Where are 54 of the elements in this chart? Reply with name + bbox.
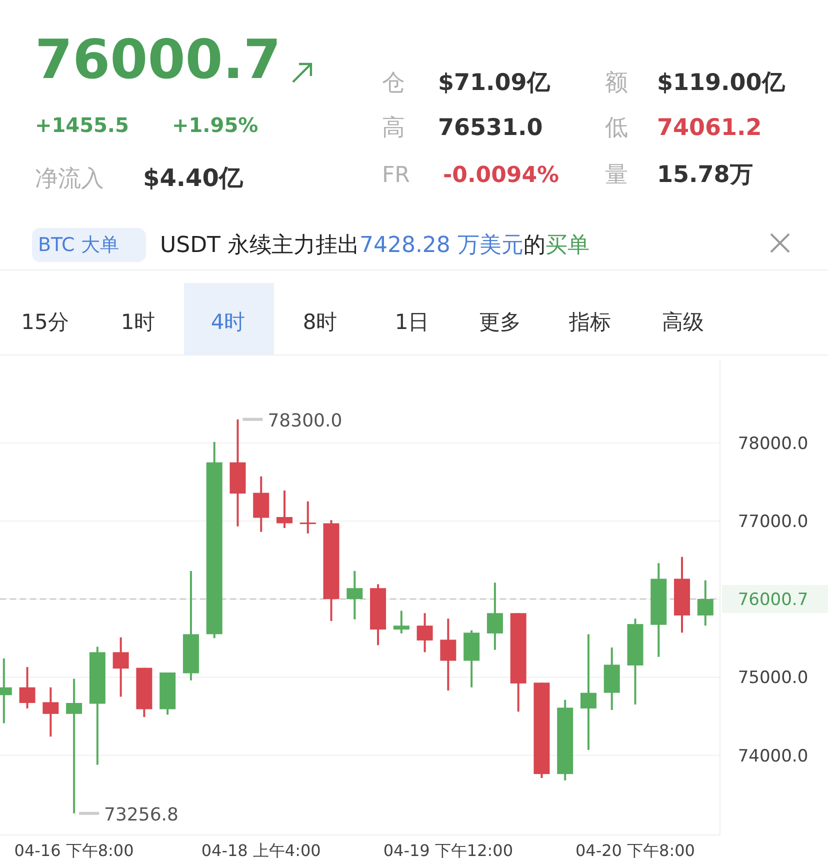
candlestick: [66, 678, 82, 814]
text: 15.78万: [657, 162, 753, 188]
text: 15分: [21, 310, 69, 334]
x-tick-label: 04-16 下午8:00: [14, 841, 134, 860]
x-tick-label: 04-20 下午8:00: [575, 841, 695, 860]
text: 4时: [210, 310, 246, 334]
text: $119.00亿: [657, 70, 786, 96]
candlestick: [580, 633, 596, 751]
text: +1.95%: [172, 113, 258, 137]
candlestick: [346, 570, 363, 620]
candlestick: [416, 612, 433, 654]
text: 1时: [120, 310, 156, 334]
text: 7428.28 万美元: [359, 233, 524, 258]
text: 额: [605, 70, 628, 96]
candlestick: [486, 582, 503, 651]
text: 的: [523, 233, 546, 258]
candlestick: [19, 666, 36, 710]
text: 低: [605, 115, 628, 141]
annotation: 78300.0: [268, 410, 342, 432]
text: $4.40亿: [143, 164, 244, 192]
y-tick-label: 74000.0: [738, 746, 808, 766]
text: 净流入: [35, 166, 104, 192]
text: 高: [382, 115, 405, 141]
candlestick: [393, 610, 410, 634]
text: 仓: [382, 70, 405, 96]
y-tick-label: 77000.0: [738, 512, 808, 532]
y-tick-label: 78000.0: [738, 434, 808, 454]
text: 买单: [545, 233, 590, 258]
candlestick: [112, 636, 129, 698]
chart-title: 76000.7: [35, 28, 281, 91]
text: -0.0094%: [443, 163, 560, 188]
text: 1日: [394, 310, 430, 334]
candlestick: [440, 618, 456, 692]
text: 量: [605, 162, 628, 188]
text: 指标: [568, 310, 611, 334]
text: FR: [382, 163, 410, 188]
candlestick: [697, 579, 714, 627]
text: +1455.5: [35, 113, 129, 137]
text: 8时: [302, 310, 338, 334]
text: 更多: [479, 310, 521, 334]
x-tick-label: 04-19 下午12:00: [383, 841, 514, 860]
text: 74061.2: [657, 115, 762, 141]
y-tick-label: 75000.0: [738, 668, 808, 688]
text: USDT 永续主力挂出: [160, 233, 360, 258]
candlestick: [276, 489, 292, 529]
candlestick: [42, 686, 59, 738]
annotation: 73256.8: [104, 804, 178, 826]
x-tick-label: 04-18 上午4:00: [201, 841, 321, 860]
text: 高级: [662, 310, 704, 334]
text: BTC 大单: [38, 234, 119, 256]
candlestick: [300, 500, 316, 534]
ref-line-label: 76000.7: [738, 590, 808, 610]
text: $71.09亿: [438, 70, 551, 96]
text: 76531.0: [438, 115, 543, 141]
